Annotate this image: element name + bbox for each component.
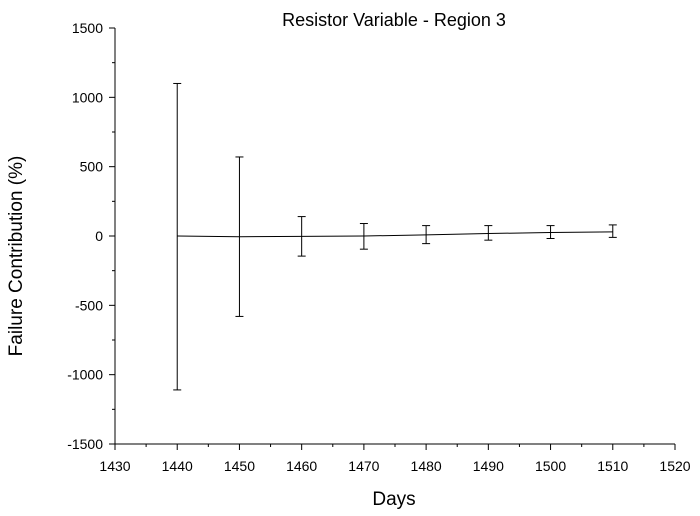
x-tick-label: 1520 — [659, 458, 690, 474]
error-bar — [608, 224, 617, 238]
y-tick-label: 1500 — [72, 20, 103, 36]
x-axis-title: Days — [372, 489, 415, 510]
x-tick-label: 1510 — [597, 458, 628, 474]
y-tick-label: -1500 — [67, 436, 103, 452]
x-tick-label: 1490 — [473, 458, 504, 474]
x-tick-label: 1460 — [286, 458, 317, 474]
x-tick-label: 1470 — [348, 458, 379, 474]
error-bar — [173, 82, 182, 391]
error-bar — [235, 156, 244, 317]
y-tick-label: 0 — [95, 228, 103, 244]
x-tick-label: 1440 — [162, 458, 193, 474]
x-tick-label: 1500 — [535, 458, 566, 474]
y-tick-label: 1000 — [72, 89, 103, 105]
x-axis: 1430 1440 1450 1460 1470 1480 1490 1500 1510 1520 — [99, 443, 691, 474]
error-bar — [422, 225, 431, 245]
error-bar — [484, 225, 493, 241]
x-tick-label: 1450 — [224, 458, 255, 474]
y-tick-label: -500 — [75, 297, 103, 313]
plot-area — [173, 82, 617, 391]
y-tick-label: -1000 — [67, 367, 103, 383]
x-tick-label: 1480 — [411, 458, 442, 474]
chart-title: Resistor Variable - Region 3 — [282, 10, 506, 30]
x-tick-label: 1430 — [99, 458, 130, 474]
series-line — [177, 231, 613, 238]
y-axis-title: Failure Contribution (%) — [6, 156, 27, 357]
error-bar — [546, 225, 555, 239]
error-bar — [297, 216, 306, 257]
y-axis: -1500 -1000 -500 0 500 1000 1500 — [67, 20, 116, 452]
error-bar — [359, 223, 368, 250]
y-tick-label: 500 — [80, 159, 104, 175]
